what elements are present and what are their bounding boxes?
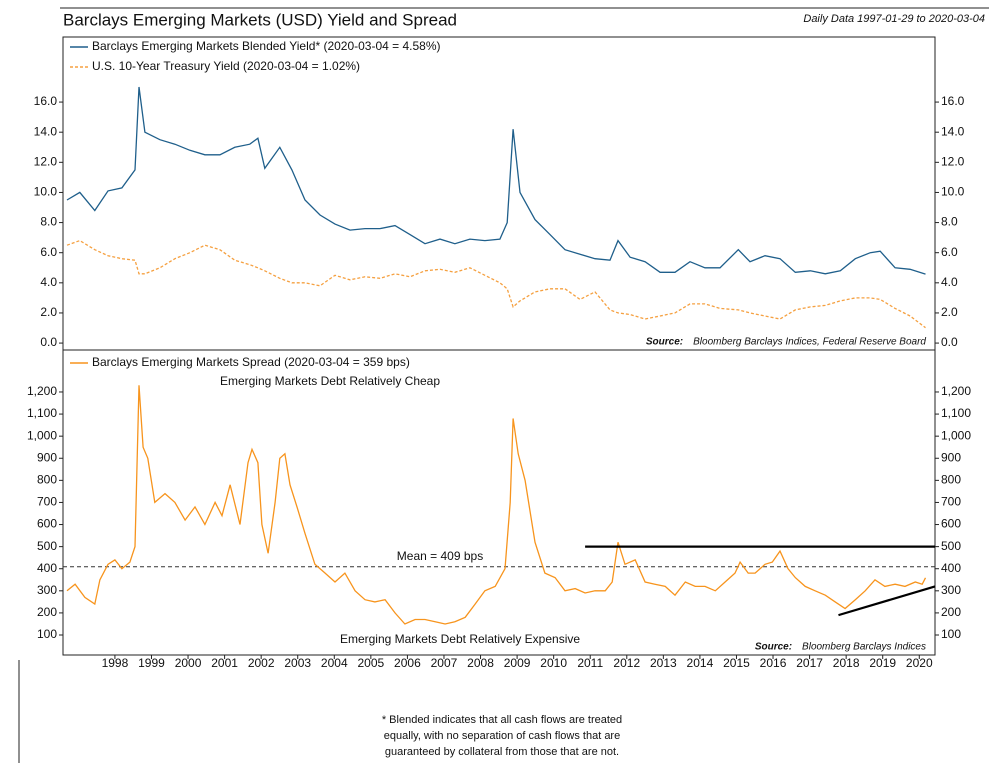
x-tick-label: 2019 xyxy=(869,656,896,670)
y-tick-label: 400 xyxy=(941,561,961,575)
x-tick-label: 2010 xyxy=(540,656,567,670)
y-tick-label: 12.0 xyxy=(34,154,58,168)
y-tick-label: 14.0 xyxy=(34,124,58,138)
y-tick-label: 6.0 xyxy=(941,245,958,259)
y-tick-label: 1,100 xyxy=(27,406,57,420)
y-tick-label: 2.0 xyxy=(40,305,57,319)
y-tick-label: 6.0 xyxy=(40,245,57,259)
y-tick-label: 900 xyxy=(941,450,961,464)
x-tick-label: 2000 xyxy=(175,656,202,670)
reference-line xyxy=(838,585,936,617)
source: Bloomberg Barclays Indices xyxy=(802,642,926,653)
x-tick-label: 2014 xyxy=(687,656,714,670)
y-tick-label: 600 xyxy=(37,517,57,531)
chart-title: Barclays Emerging Markets (USD) Yield an… xyxy=(63,10,457,29)
y-tick-label: 1,100 xyxy=(941,406,971,420)
top-panel xyxy=(62,36,936,351)
bottom-panel xyxy=(62,349,936,656)
y-tick-label: 1,200 xyxy=(27,384,57,398)
y-tick-label: 100 xyxy=(37,627,57,641)
series-line xyxy=(66,385,927,625)
y-tick-label: 700 xyxy=(941,495,961,509)
y-tick-label: 500 xyxy=(941,539,961,553)
x-tick-label: 2017 xyxy=(796,656,823,670)
subtitle: Daily Data 1997-01-29 to 2020-03-04 xyxy=(803,13,985,25)
y-tick-label: 10.0 xyxy=(34,185,58,199)
footnote: equally, with no separation of cash flow… xyxy=(384,730,620,742)
x-tick-label: 2002 xyxy=(248,656,275,670)
x-tick-label: 1999 xyxy=(138,656,165,670)
y-tick-label: 800 xyxy=(37,473,57,487)
x-tick-label: 2020 xyxy=(906,656,933,670)
y-tick-label: 600 xyxy=(941,517,961,531)
annotation: Emerging Markets Debt Relatively Cheap xyxy=(220,374,440,388)
x-tick-label: 2013 xyxy=(650,656,677,670)
y-tick-label: 800 xyxy=(941,473,961,487)
y-tick-label: 0.0 xyxy=(941,335,958,349)
y-tick-label: 4.0 xyxy=(941,275,958,289)
x-tick-label: 2018 xyxy=(833,656,860,670)
legend-label: Barclays Emerging Markets Blended Yield*… xyxy=(92,39,441,53)
footnote: guaranteed by collateral from those that… xyxy=(385,746,619,758)
x-tick-label: 2009 xyxy=(504,656,531,670)
y-tick-label: 10.0 xyxy=(941,185,965,199)
source-label: Source: xyxy=(646,337,683,348)
legend-label: U.S. 10-Year Treasury Yield (2020-03-04 … xyxy=(92,59,360,73)
y-tick-label: 400 xyxy=(37,561,57,575)
x-tick-label: 2007 xyxy=(431,656,458,670)
y-tick-label: 2.0 xyxy=(941,305,958,319)
y-tick-label: 700 xyxy=(37,495,57,509)
y-tick-label: 200 xyxy=(37,605,57,619)
x-tick-label: 2005 xyxy=(357,656,384,670)
source: Bloomberg Barclays Indices, Federal Rese… xyxy=(693,337,926,348)
y-tick-label: 14.0 xyxy=(941,124,965,138)
mean-label: Mean = 409 bps xyxy=(397,549,483,563)
x-tick-label: 2012 xyxy=(613,656,640,670)
y-tick-label: 1,000 xyxy=(941,428,971,442)
x-tick-label: 2011 xyxy=(577,656,603,670)
x-tick-label: 2001 xyxy=(211,656,238,670)
y-tick-label: 16.0 xyxy=(34,94,58,108)
x-tick-label: 1998 xyxy=(102,656,129,670)
y-tick-label: 8.0 xyxy=(941,215,958,229)
y-tick-label: 300 xyxy=(37,583,57,597)
x-tick-label: 2016 xyxy=(760,656,787,670)
series-line xyxy=(66,86,926,275)
y-tick-label: 4.0 xyxy=(40,275,57,289)
y-tick-label: 8.0 xyxy=(40,215,57,229)
y-tick-label: 100 xyxy=(941,627,961,641)
y-tick-label: 1,200 xyxy=(941,384,971,398)
x-tick-label: 2015 xyxy=(723,656,750,670)
y-tick-label: 16.0 xyxy=(941,94,965,108)
x-tick-label: 2008 xyxy=(467,656,494,670)
legend-label: Barclays Emerging Markets Spread (2020-0… xyxy=(92,355,410,369)
y-tick-label: 900 xyxy=(37,450,57,464)
footnote: * Blended indicates that all cash flows … xyxy=(382,714,622,726)
annotation: Emerging Markets Debt Relatively Expensi… xyxy=(340,632,580,646)
y-tick-label: 12.0 xyxy=(941,154,965,168)
y-tick-label: 500 xyxy=(37,539,57,553)
y-tick-label: 1,000 xyxy=(27,428,57,442)
x-tick-label: 2004 xyxy=(321,656,348,670)
x-tick-label: 2006 xyxy=(394,656,421,670)
y-tick-label: 200 xyxy=(941,605,961,619)
y-tick-label: 300 xyxy=(941,583,961,597)
series-line xyxy=(66,239,926,329)
x-tick-label: 2003 xyxy=(284,656,311,670)
source-label: Source: xyxy=(755,642,792,653)
y-tick-label: 0.0 xyxy=(40,335,57,349)
